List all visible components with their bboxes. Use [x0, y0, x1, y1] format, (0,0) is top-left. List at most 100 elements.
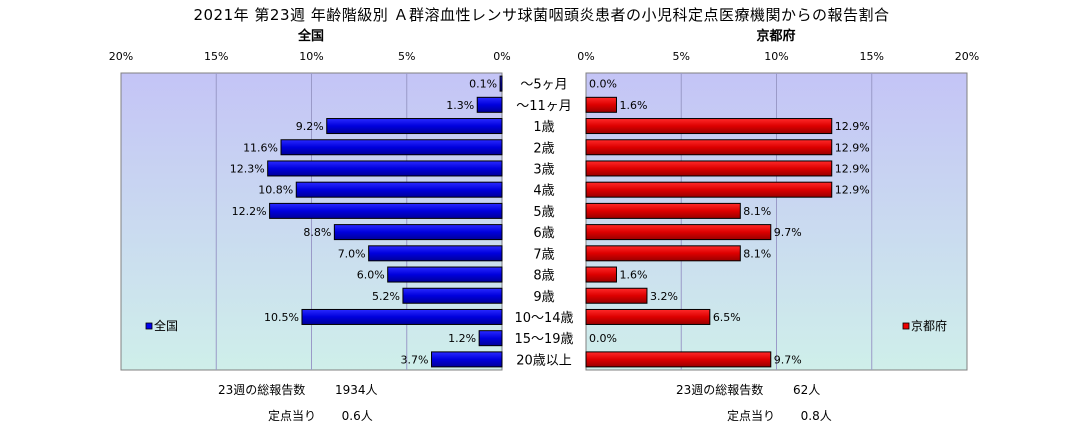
bar	[585, 224, 772, 241]
category-label: 4歳	[533, 184, 554, 199]
bar	[585, 308, 711, 325]
bar	[476, 96, 503, 113]
bar	[585, 118, 833, 135]
bar	[499, 75, 503, 92]
data-label: 1.6%	[619, 99, 647, 112]
data-label: 7.0%	[338, 247, 366, 260]
data-label: 1.3%	[446, 99, 474, 112]
kyoto-total-label: 23週の総報告数	[676, 383, 764, 397]
national-per-value: 0.6人	[341, 409, 373, 423]
bar	[301, 308, 503, 325]
x-tick-label: 5%	[398, 50, 415, 63]
bar	[267, 160, 503, 177]
national-panel: 20% 15% 10% 5% 0% 全国 0.1% 1.3% 9.2% 11.6% 12.3% 10.…	[109, 28, 511, 371]
x-tick-label: 10%	[299, 50, 323, 63]
x-tick-label: 15%	[204, 50, 228, 63]
data-label: 8.8%	[303, 226, 331, 239]
category-label: 10～14歳	[514, 311, 573, 326]
category-label: 15～19歳	[514, 332, 573, 347]
data-label: 12.9%	[835, 120, 870, 133]
kyoto-total-value: 62人	[792, 383, 821, 397]
data-label: 0.0%	[589, 332, 617, 345]
data-label: 12.9%	[835, 162, 870, 175]
bar	[585, 96, 617, 113]
data-label: 8.1%	[743, 205, 771, 218]
national-per-site: 定点当り 0.6人	[268, 407, 373, 424]
x-tick-label: 5%	[673, 50, 690, 63]
data-label: 3.7%	[401, 353, 429, 366]
bar	[280, 139, 503, 156]
data-label: 6.5%	[713, 311, 741, 324]
panel-subtitle: 全国	[297, 28, 324, 44]
kyoto-total: 23週の総報告数 62人	[676, 381, 820, 398]
bar	[387, 266, 503, 283]
data-label: 12.3%	[230, 162, 265, 175]
kyoto-per-site: 定点当り 0.8人	[727, 407, 832, 424]
data-label: 0.0%	[589, 78, 617, 91]
bar	[585, 181, 833, 198]
x-tick-label: 20%	[955, 50, 979, 63]
data-label: 12.9%	[835, 184, 870, 197]
data-label: 1.6%	[619, 269, 647, 282]
bar	[431, 351, 503, 368]
legend-swatch	[145, 322, 153, 330]
data-label: 5.2%	[372, 290, 400, 303]
bar	[585, 266, 617, 283]
bar	[326, 118, 503, 135]
category-label: 2歳	[533, 141, 554, 156]
bar	[585, 245, 741, 262]
data-label: 10.8%	[258, 184, 293, 197]
category-label: 7歳	[533, 247, 554, 262]
x-tick-label: 0%	[493, 50, 510, 63]
category-label: ～11ヶ月	[516, 99, 572, 114]
data-label: 9.7%	[774, 353, 802, 366]
bar	[368, 245, 503, 262]
chart-title: 2021年 第23週 年齢階級別 Ａ群溶血性レンサ球菌咽頭炎患者の小児科定点医療…	[193, 6, 890, 24]
legend-label: 全国	[154, 318, 178, 333]
national-per-label: 定点当り	[268, 409, 317, 423]
x-tick-label: 10%	[764, 50, 788, 63]
category-label: 9歳	[533, 290, 554, 305]
data-label: 3.2%	[650, 290, 678, 303]
national-total-value: 1934人	[334, 383, 378, 397]
data-label: 9.2%	[296, 120, 324, 133]
data-label: 8.1%	[743, 247, 771, 260]
category-label: 8歳	[533, 269, 554, 284]
x-tick-label: 15%	[860, 50, 884, 63]
data-label: 6.0%	[357, 269, 385, 282]
category-label: 3歳	[533, 162, 554, 177]
category-label: ～5ヶ月	[520, 78, 567, 93]
x-tick-label: 20%	[109, 50, 133, 63]
data-label: 12.2%	[232, 205, 267, 218]
bar	[269, 202, 503, 219]
national-total: 23週の総報告数 1934人	[218, 381, 377, 398]
bar	[478, 330, 503, 347]
category-label: 20歳以上	[516, 353, 572, 368]
data-label: 1.2%	[448, 332, 476, 345]
x-tick-label: 0%	[577, 50, 594, 63]
bar	[585, 202, 741, 219]
bar	[295, 181, 503, 198]
bar	[585, 287, 648, 304]
legend-swatch	[902, 322, 910, 330]
bar	[333, 224, 503, 241]
bar	[585, 351, 772, 368]
data-label: 0.1%	[469, 78, 497, 91]
kyoto-per-label: 定点当り	[727, 409, 776, 423]
category-label: 6歳	[533, 226, 554, 241]
kyoto-per-value: 0.8人	[800, 409, 832, 423]
bar	[585, 139, 833, 156]
age-category-labels: ～5ヶ月 ～11ヶ月 1歳 2歳 3歳 4歳 5歳 6歳 7歳 8歳 9歳 10～14歳 15～19歳 2…	[514, 78, 573, 369]
data-label: 12.9%	[835, 141, 870, 154]
legend-label: 京都府	[911, 318, 947, 333]
category-label: 1歳	[533, 120, 554, 135]
bar	[585, 160, 833, 177]
panel-subtitle: 京都府	[756, 28, 795, 44]
national-total-label: 23週の総報告数	[218, 383, 306, 397]
kyoto-panel: 0% 5% 10% 15% 20%京都府0.0%1.6%12.9%12.9%12.9%1…	[577, 28, 979, 371]
category-label: 5歳	[533, 205, 554, 220]
data-label: 10.5%	[264, 311, 299, 324]
bar	[402, 287, 503, 304]
data-label: 9.7%	[774, 226, 802, 239]
